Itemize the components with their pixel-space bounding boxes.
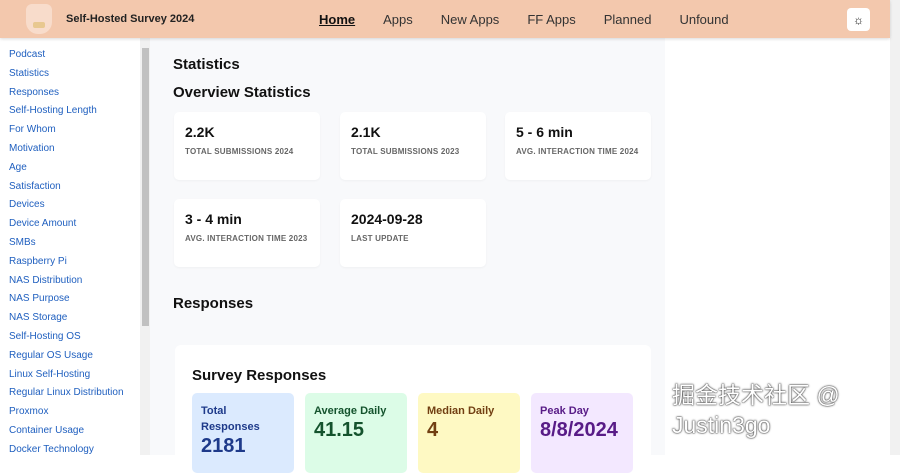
sidebar-item[interactable]: Regular OS Usage [9, 349, 93, 361]
metric-label: Median Daily [427, 405, 495, 417]
site-title[interactable]: Self-Hosted Survey 2024 [66, 13, 195, 25]
nav-planned[interactable]: Planned [603, 11, 652, 27]
page-scrollbar[interactable] [890, 0, 900, 455]
sidebar-item[interactable]: Proxmox [9, 406, 49, 418]
sidebar-item[interactable]: NAS Purpose [9, 293, 70, 305]
stat-card: 2024-09-28 LAST UPDATE [340, 199, 486, 267]
stat-label: AVG. INTERACTION TIME 2023 [185, 234, 308, 243]
nav-new-apps[interactable]: New Apps [440, 11, 500, 27]
nav-ff-apps[interactable]: FF Apps [527, 11, 576, 27]
sidebar-item[interactable]: NAS Distribution [9, 274, 83, 286]
stat-card: 2.1K TOTAL SUBMISSIONS 2023 [340, 112, 486, 180]
sidebar-item[interactable]: Linux Self-Hosting [9, 368, 91, 380]
theme-toggle-button[interactable]: ☼ [847, 8, 870, 31]
responses-heading: Responses [173, 295, 254, 312]
stat-label: TOTAL SUBMISSIONS 2023 [351, 147, 460, 156]
page-title: Statistics [173, 56, 240, 73]
sidebar-item[interactable]: Age [9, 161, 27, 173]
stat-value: 3 - 4 min [185, 211, 242, 227]
sidebar-item[interactable]: Motivation [9, 142, 55, 154]
sidebar-item[interactable]: For Whom [9, 124, 56, 136]
stat-card: 5 - 6 min AVG. INTERACTION TIME 2024 [505, 112, 651, 180]
stat-value: 2.2K [185, 124, 215, 140]
sidebar-item[interactable]: Regular Linux Distribution [9, 387, 124, 399]
metric-tile: Average Daily 41.15 [305, 393, 407, 473]
nav-apps[interactable]: Apps [383, 11, 413, 27]
sidebar-item[interactable]: Self-Hosting OS [9, 330, 81, 342]
metric-value: 4 [427, 419, 439, 441]
sidebar-item[interactable]: Raspberry Pi [9, 255, 67, 267]
stat-value: 2024-09-28 [351, 211, 423, 227]
overview-heading: Overview Statistics [173, 84, 311, 101]
sidebar-item[interactable]: Statistics [9, 67, 50, 79]
main-nav: Home Apps New Apps FF Apps Planned Unfou… [319, 0, 757, 38]
stat-label: AVG. INTERACTION TIME 2024 [516, 147, 639, 156]
sidebar-item[interactable]: Container Usage [9, 424, 85, 436]
main-content: Statistics Overview Statistics 2.2K TOTAL… [150, 38, 665, 475]
sidebar-item[interactable]: Responses [9, 86, 60, 98]
sidebar-item[interactable]: Device Amount [9, 218, 77, 230]
stat-card: 3 - 4 min AVG. INTERACTION TIME 2023 [174, 199, 320, 267]
metric-value: 2181 [201, 435, 246, 457]
sidebar: Podcast Statistics Responses Self-Hosting L… [0, 38, 140, 455]
sidebar-item[interactable]: Podcast [9, 49, 46, 60]
sidebar-item[interactable]: Docker Technology [9, 443, 94, 455]
metric-value: 41.15 [314, 419, 365, 441]
sun-icon: ☼ [853, 12, 864, 27]
metric-tile: Peak Day 8/8/2024 [531, 393, 633, 473]
sidebar-item[interactable]: Satisfaction [9, 180, 61, 192]
sidebar-item[interactable]: NAS Storage [9, 312, 68, 324]
nav-unfound[interactable]: Unfound [679, 11, 729, 27]
metric-label: Average Daily [314, 405, 387, 417]
survey-responses-title: Survey Responses [192, 367, 327, 384]
top-header: Self-Hosted Survey 2024 Home Apps New Ap… [0, 0, 890, 38]
logo-icon[interactable] [26, 4, 52, 34]
nav-home[interactable]: Home [319, 11, 356, 27]
stat-value: 5 - 6 min [516, 124, 573, 140]
watermark: 掘金技术社区 @ Justin3go [672, 382, 840, 438]
sidebar-item[interactable]: Devices [9, 199, 45, 211]
stat-card: 2.2K TOTAL SUBMISSIONS 2024 [174, 112, 320, 180]
metric-label: Total Responses [201, 405, 260, 433]
stat-value: 2.1K [351, 124, 381, 140]
metric-tile: Median Daily 4 [418, 393, 520, 473]
stat-label: TOTAL SUBMISSIONS 2024 [185, 147, 294, 156]
survey-responses-panel: Survey Responses Total Responses 2181 Aver… [175, 345, 651, 475]
metric-tile: Total Responses 2181 [192, 393, 294, 473]
metric-value: 8/8/2024 [540, 419, 618, 441]
metric-label: Peak Day [540, 405, 589, 417]
stat-label: LAST UPDATE [351, 234, 409, 243]
sidebar-scrollbar-thumb[interactable] [142, 48, 149, 326]
sidebar-item[interactable]: SMBs [9, 236, 36, 248]
sidebar-item[interactable]: Self-Hosting Length [9, 105, 97, 117]
